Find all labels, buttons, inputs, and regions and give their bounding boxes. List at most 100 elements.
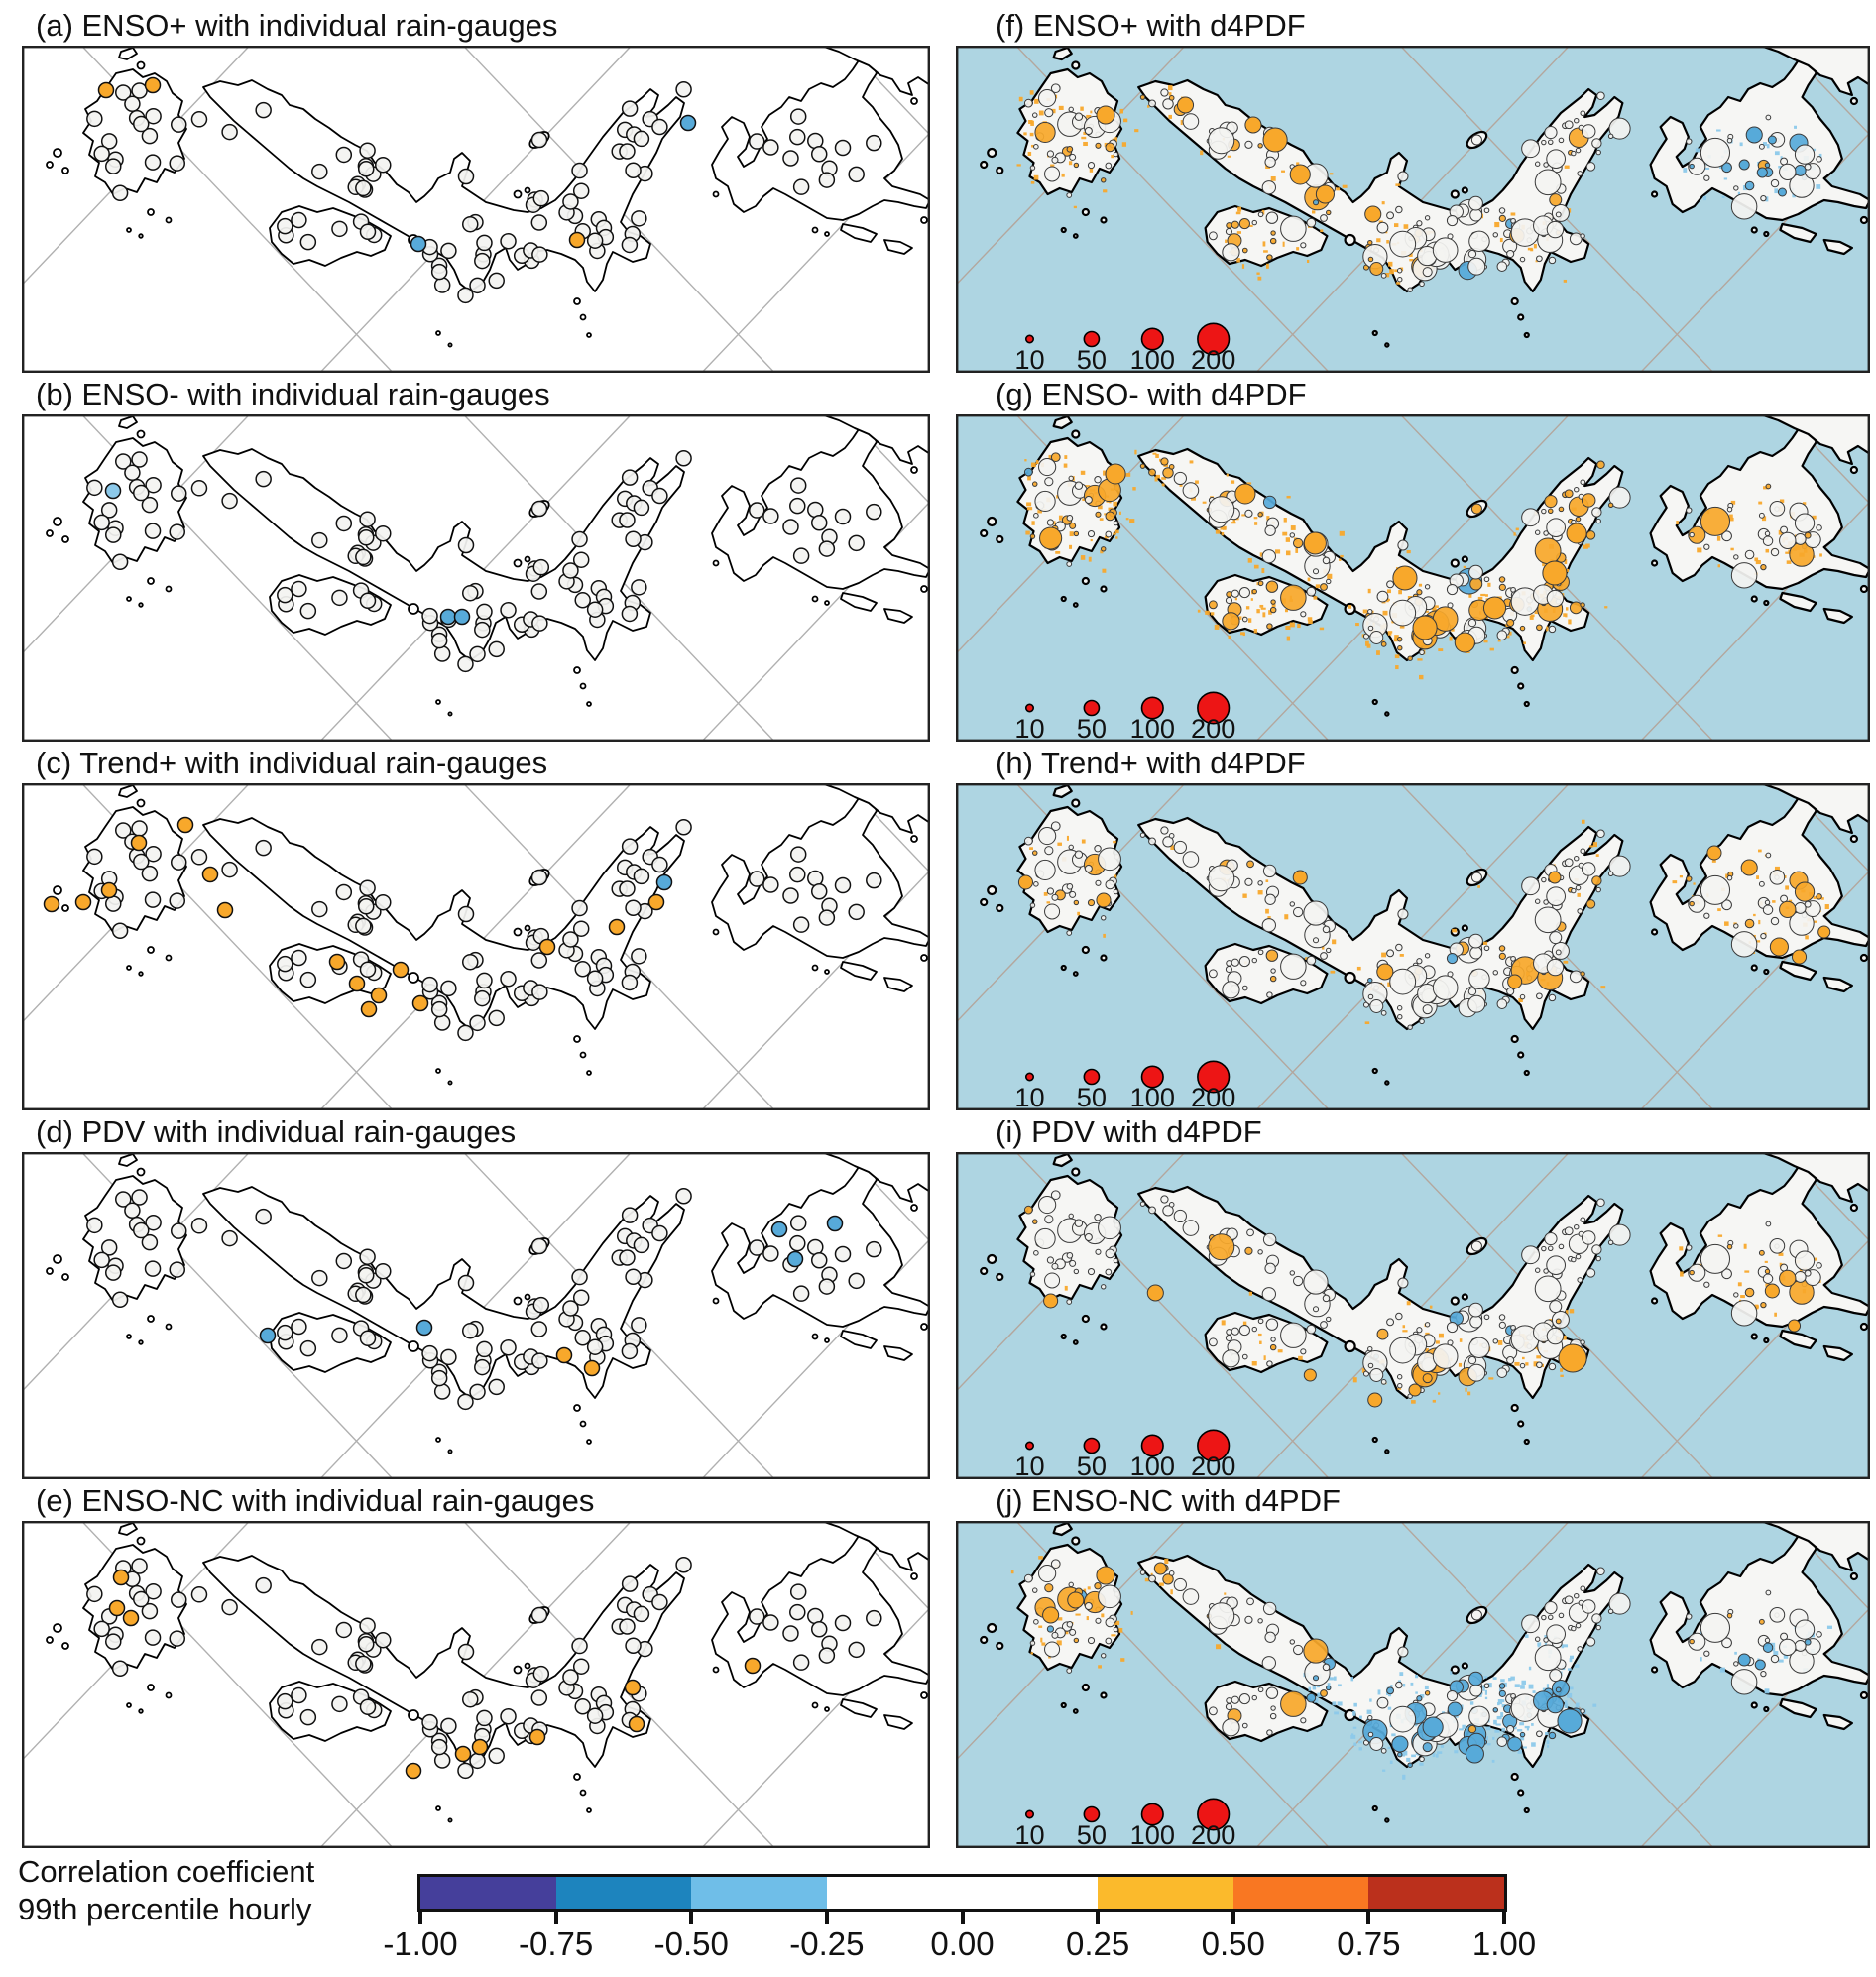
map-canvas-a xyxy=(22,46,930,373)
panel-enso-nc-gauges: (e) ENSO-NC with individual rain-gauges xyxy=(22,1484,930,1848)
size-legend-circle xyxy=(1083,699,1101,717)
size-legend-circle xyxy=(1140,1434,1164,1457)
colorbar-tick xyxy=(1502,1912,1506,1924)
map-canvas-b xyxy=(22,414,930,742)
highlight-points-layer xyxy=(108,1569,762,1780)
colorbar-tick-label: 0.00 xyxy=(930,1925,995,1962)
colorbar-segment xyxy=(1232,1877,1369,1909)
map-canvas-h: 10 50 100 200 xyxy=(956,783,1870,1110)
stations-layer xyxy=(86,81,882,304)
size-legend-circle xyxy=(1197,691,1231,725)
stations-layer xyxy=(1023,1559,1822,1768)
panel-title: (h) Trend+ with d4PDF xyxy=(996,746,1306,780)
size-legend-label: 50 xyxy=(1077,713,1107,742)
highlight-points-layer xyxy=(1042,1562,1766,1764)
size-legend-circle xyxy=(1024,1809,1035,1819)
panel-pdv-d4pdf: (i) PDV with d4PDF 10 50 100 200 xyxy=(956,1115,1870,1479)
colorbar-tick xyxy=(1231,1912,1235,1924)
size-legend-circle xyxy=(1083,1437,1101,1454)
colorbar-tick xyxy=(1096,1912,1101,1924)
map-layers: 10 50 100 200 xyxy=(956,783,1870,1110)
colorbar-segment xyxy=(555,1877,692,1909)
size-legend-label: 10 xyxy=(1014,713,1044,742)
colorbar-tick-label: 0.25 xyxy=(1066,1925,1130,1962)
colorbar-tick xyxy=(1366,1912,1371,1924)
size-legend-label: 50 xyxy=(1077,1451,1107,1479)
colorbar-tick-label: 0.50 xyxy=(1201,1925,1265,1962)
stations-layer xyxy=(1023,83,1822,292)
size-legend-label: 10 xyxy=(1014,1082,1044,1110)
colorbar-tick-label: -0.50 xyxy=(653,1925,729,1962)
map-frame xyxy=(956,1521,1870,1848)
map-layers xyxy=(22,783,930,1110)
size-legend: 10 50 100 200 xyxy=(1014,322,1235,373)
panel-title: (c) Trend+ with individual rain-gauges xyxy=(36,746,548,780)
colorbar-gradient-bar xyxy=(417,1874,1507,1912)
size-legend-circle xyxy=(1140,1065,1164,1089)
size-legend: 10 50 100 200 xyxy=(1014,1429,1235,1479)
highlight-points-layer xyxy=(1096,96,1787,223)
colorbar-tick xyxy=(960,1912,965,1924)
size-legend-label: 200 xyxy=(1191,1819,1235,1848)
map-canvas-g: 10 50 100 200 xyxy=(956,414,1870,742)
map-frame xyxy=(956,1152,1870,1479)
map-canvas-d xyxy=(22,1152,930,1479)
map-canvas-c xyxy=(22,783,930,1110)
size-legend-label: 100 xyxy=(1130,1451,1175,1479)
size-legend-circle xyxy=(1140,327,1164,351)
map-canvas-f: 10 50 100 200 xyxy=(956,46,1870,373)
size-legend-label: 100 xyxy=(1130,1082,1175,1110)
map-layers: 10 50 100 200 xyxy=(956,414,1870,742)
map-frame xyxy=(956,783,1870,1110)
size-legend-label: 100 xyxy=(1130,713,1175,742)
colorbar-segment xyxy=(1368,1877,1504,1909)
map-frame xyxy=(956,46,1870,373)
size-legend-label: 200 xyxy=(1191,1082,1235,1110)
map-frame xyxy=(22,414,930,742)
size-legend-circle xyxy=(1197,1798,1231,1831)
map-layers: 10 50 100 200 xyxy=(956,1521,1870,1848)
map-layers xyxy=(22,46,930,373)
panel-title: (j) ENSO-NC with d4PDF xyxy=(996,1483,1341,1518)
colorbar-tick xyxy=(553,1912,558,1924)
size-legend-label: 10 xyxy=(1014,344,1044,373)
map-frame xyxy=(22,1521,930,1848)
size-legend-circle xyxy=(1140,696,1164,720)
map-canvas-e xyxy=(22,1521,930,1848)
size-legend-circle xyxy=(1024,334,1035,344)
size-legend-label: 10 xyxy=(1014,1819,1044,1848)
size-legend-circle xyxy=(1024,703,1035,713)
panel-title: (g) ENSO- with d4PDF xyxy=(996,377,1307,411)
map-layers xyxy=(22,1152,930,1479)
colorbar-title-line1: Correlation coefficient xyxy=(18,1854,315,1889)
map-frame xyxy=(22,46,930,373)
size-legend-label: 50 xyxy=(1077,1819,1107,1848)
highlight-points-layer xyxy=(1043,1283,1802,1408)
colorbar-tick xyxy=(418,1912,422,1924)
colorbar: Correlation coefficient 99th percentile … xyxy=(0,1848,1876,1977)
colorbar-segment xyxy=(420,1877,556,1909)
size-legend: 10 50 100 200 xyxy=(1014,691,1235,742)
colorbar-title-line2: 99th percentile hourly xyxy=(18,1892,312,1926)
panel-title: (d) PDV with individual rain-gauges xyxy=(36,1114,517,1149)
panel-pdv-gauges: (d) PDV with individual rain-gauges xyxy=(22,1115,930,1479)
panel-title: (e) ENSO-NC with individual rain-gauges xyxy=(36,1483,595,1518)
stations-layer xyxy=(86,1188,882,1411)
colorbar-segment xyxy=(826,1877,963,1909)
map-frame xyxy=(22,1152,930,1479)
colorbar-segment xyxy=(691,1877,827,1909)
colorbar-tick-label: 1.00 xyxy=(1471,1925,1537,1962)
colorbar-segment xyxy=(962,1877,1099,1909)
size-legend-circle xyxy=(1024,1441,1035,1451)
size-legend-circle xyxy=(1083,1068,1101,1086)
colorbar-tick-label: 0.75 xyxy=(1337,1925,1401,1962)
map-canvas-i: 10 50 100 200 xyxy=(956,1152,1870,1479)
size-legend-label: 50 xyxy=(1077,344,1107,373)
stations-layer xyxy=(1023,821,1822,1030)
highlight-points-layer xyxy=(259,1215,844,1377)
size-legend-label: 200 xyxy=(1191,713,1235,742)
colorbar-tick xyxy=(689,1912,694,1924)
highlight-points-layer xyxy=(1017,845,1831,989)
size-legend-circle xyxy=(1140,1803,1164,1826)
